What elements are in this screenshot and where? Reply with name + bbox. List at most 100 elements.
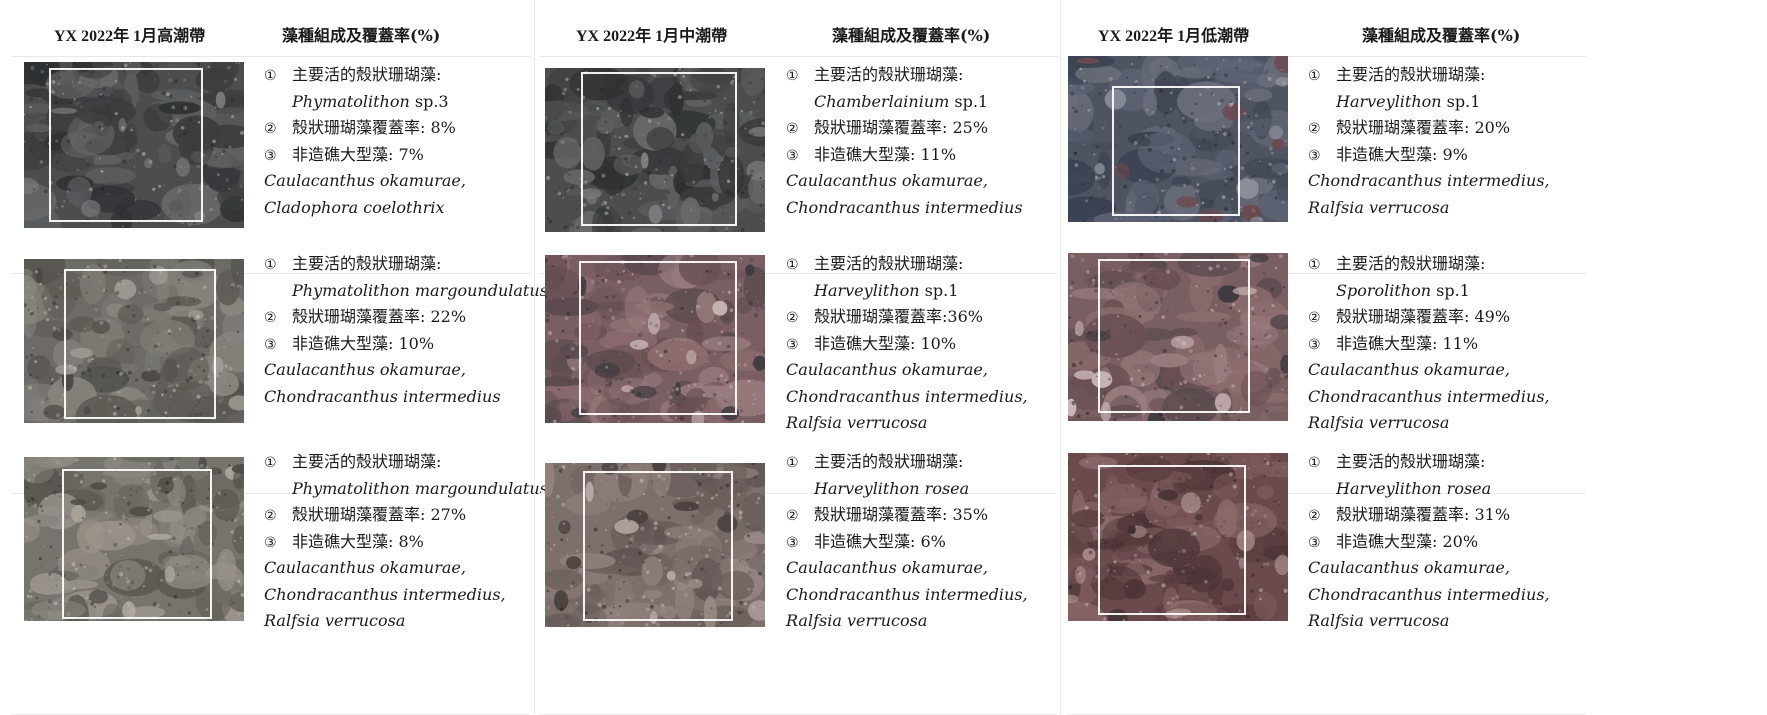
macroalgae-species: Chondracanthus intermedius — [264, 386, 501, 406]
marker-2: ② — [264, 508, 277, 524]
marker-3: ③ — [1308, 534, 1321, 551]
macroalgae-species: Chondracanthus intermedius, — [1308, 386, 1550, 406]
marker-1: ① — [264, 68, 277, 84]
zone-title: YX 2022年 1月低潮帶 — [1098, 28, 1250, 45]
macroalgae-species: Ralfsia verrucosa — [1308, 413, 1450, 432]
marker-1: ① — [1308, 257, 1321, 273]
coverage-crustose: 殼狀珊瑚藻覆蓋率: 22% — [292, 307, 467, 326]
marker-2: ② — [786, 121, 799, 137]
marker-3: ③ — [264, 534, 277, 551]
quadrat-frame — [62, 469, 212, 619]
coverage-crustose: 殼狀珊瑚藻覆蓋率:36% — [814, 307, 983, 326]
zone-subtitle: 藻種組成及覆蓋率(%) — [1362, 26, 1521, 45]
quadrat-photo — [24, 259, 244, 423]
coverage-crustose: 殼狀珊瑚藻覆蓋率: 49% — [1336, 307, 1511, 326]
quadrat-photo — [24, 457, 244, 621]
species-suffix: sp.1 — [919, 280, 959, 300]
main-crustose-label: 主要活的殼狀珊瑚藻: — [814, 65, 964, 84]
marker-1: ① — [1308, 455, 1321, 471]
macroalgae-species: Chondracanthus intermedius, — [786, 584, 1028, 604]
main-crustose-label: 主要活的殼狀珊瑚藻: — [1336, 65, 1486, 84]
macroalgae-species: Caulacanthus okamurae, — [264, 360, 466, 379]
main-species: Chamberlainium — [814, 91, 950, 111]
macroalgae-species: Caulacanthus okamurae, — [1308, 558, 1510, 577]
coverage-macroalgae: 非造礁大型藻: 9% — [1336, 144, 1468, 164]
zone-subtitle: 藻種組成及覆蓋率(%) — [832, 26, 991, 45]
zone-header: YX 2022年 1月低潮帶 藻種組成及覆蓋率(%) — [1068, 0, 1586, 57]
macroalgae-species: Ralfsia verrucosa — [786, 611, 928, 630]
quadrat-frame — [1098, 465, 1246, 615]
main-species: Phymatolithon — [292, 91, 410, 111]
column-divider — [1060, 0, 1061, 714]
quadrat-photo — [545, 463, 765, 627]
species-description: ① 主要活的殼狀珊瑚藻: Harveylithon sp.1 ② 殼狀珊瑚藻覆蓋率:… — [1308, 62, 1593, 221]
marker-1: ① — [1308, 68, 1321, 84]
quadrat-row: ① 主要活的殼狀珊瑚藻: Phymatolithon sp.3 ② 殼狀珊瑚藻覆蓋率… — [12, 56, 530, 274]
macroalgae-species: Caulacanthus okamurae, — [786, 171, 988, 190]
quadrat-row: ① 主要活的殼狀珊瑚藻: Harveylithon rosea ② 殼狀珊瑚藻覆蓋率… — [540, 452, 1058, 715]
quadrat-row: ① 主要活的殼狀珊瑚藻: Chamberlainium sp.1 ② 殼狀珊瑚藻覆蓋… — [540, 56, 1058, 274]
marker-2: ② — [786, 508, 799, 524]
coverage-macroalgae: 非造礁大型藻: 11% — [814, 144, 957, 164]
species-description: ① 主要活的殼狀珊瑚藻: Sporolithon sp.1 ② 殼狀珊瑚藻覆蓋率: … — [1308, 251, 1593, 437]
coverage-crustose: 殼狀珊瑚藻覆蓋率: 25% — [814, 118, 989, 137]
macroalgae-species: Chondracanthus intermedius, — [786, 386, 1028, 406]
marker-2: ② — [1308, 508, 1321, 524]
macroalgae-species: Chondracanthus intermedius, — [264, 584, 506, 604]
coverage-macroalgae: 非造礁大型藻: 20% — [1336, 531, 1479, 551]
quadrat-row: ① 主要活的殼狀珊瑚藻: Sporolithon sp.1 ② 殼狀珊瑚藻覆蓋率: … — [1068, 253, 1586, 494]
marker-3: ③ — [264, 336, 277, 353]
species-description: ① 主要活的殼狀珊瑚藻: Phymatolithon margoundulatus… — [264, 449, 549, 635]
quadrat-photo — [1068, 453, 1288, 621]
species-description: ① 主要活的殼狀珊瑚藻: Chamberlainium sp.1 ② 殼狀珊瑚藻覆蓋… — [786, 62, 1071, 221]
macroalgae-species: Ralfsia verrucosa — [264, 611, 406, 630]
quadrat-row: ① 主要活的殼狀珊瑚藻: Phymatolithon margoundulatus… — [12, 452, 548, 715]
quadrat-photo — [545, 255, 765, 423]
species-description: ① 主要活的殼狀珊瑚藻: Harveylithon rosea ② 殼狀珊瑚藻覆蓋率… — [1308, 449, 1593, 635]
coverage-macroalgae: 非造礁大型藻: 6% — [814, 531, 946, 551]
coverage-macroalgae: 非造礁大型藻: 7% — [292, 144, 424, 164]
macroalgae-species: Chondracanthus intermedius — [786, 197, 1023, 217]
marker-2: ② — [1308, 310, 1321, 326]
zone-header: YX 2022年 1月中潮帶 藻種組成及覆蓋率(%) — [540, 0, 1058, 57]
marker-1: ① — [264, 257, 277, 273]
marker-2: ② — [786, 310, 799, 326]
macroalgae-species: Chondracanthus intermedius, — [1308, 171, 1550, 190]
main-crustose-label: 主要活的殼狀珊瑚藻: — [292, 65, 442, 84]
quadrat-photo — [1068, 56, 1288, 222]
quadrat-row: ① 主要活的殼狀珊瑚藻: Harveylithon sp.1 ② 殼狀珊瑚藻覆蓋率:… — [540, 254, 1058, 494]
column-divider — [534, 0, 535, 714]
quadrat-frame — [581, 72, 737, 226]
marker-3: ③ — [1308, 147, 1321, 164]
marker-1: ① — [264, 455, 277, 471]
zone-title: YX 2022年 1月中潮帶 — [576, 28, 728, 45]
main-crustose-label: 主要活的殼狀珊瑚藻: — [292, 452, 442, 471]
macroalgae-species: Caulacanthus okamurae, — [264, 558, 466, 577]
zone-header: YX 2022年 1月高潮帶 藻種組成及覆蓋率(%) — [12, 0, 530, 57]
macroalgae-species: Ralfsia verrucosa — [1308, 611, 1450, 630]
quadrat-photo — [545, 68, 765, 232]
main-crustose-label: 主要活的殼狀珊瑚藻: — [292, 254, 442, 273]
quadrat-frame — [64, 269, 216, 419]
main-species: Sporolithon — [1336, 280, 1432, 300]
macroalgae-species: Caulacanthus okamurae, — [1308, 360, 1510, 379]
marker-1: ① — [786, 68, 799, 84]
quadrat-frame — [583, 471, 733, 621]
macroalgae-species: Ralfsia verrucosa — [786, 413, 928, 432]
macroalgae-species: Caulacanthus okamurae, — [786, 558, 988, 577]
species-suffix: sp.1 — [949, 91, 989, 111]
species-suffix: sp.1 — [1441, 91, 1481, 111]
species-suffix: sp.3 — [409, 91, 449, 111]
main-species: Harveylithon rosea — [814, 478, 970, 498]
quadrat-frame — [49, 68, 203, 222]
marker-3: ③ — [786, 336, 799, 353]
macroalgae-species: Chondracanthus intermedius, — [1308, 584, 1550, 604]
species-suffix: sp.1 — [1431, 280, 1470, 300]
main-crustose-label: 主要活的殼狀珊瑚藻: — [814, 254, 964, 273]
coverage-crustose: 殼狀珊瑚藻覆蓋率: 27% — [292, 505, 467, 524]
main-species: Phymatolithon margoundulatus — [292, 280, 548, 300]
coverage-crustose: 殼狀珊瑚藻覆蓋率: 20% — [1336, 118, 1511, 137]
marker-2: ② — [264, 310, 277, 326]
coverage-crustose: 殼狀珊瑚藻覆蓋率: 8% — [292, 118, 456, 137]
